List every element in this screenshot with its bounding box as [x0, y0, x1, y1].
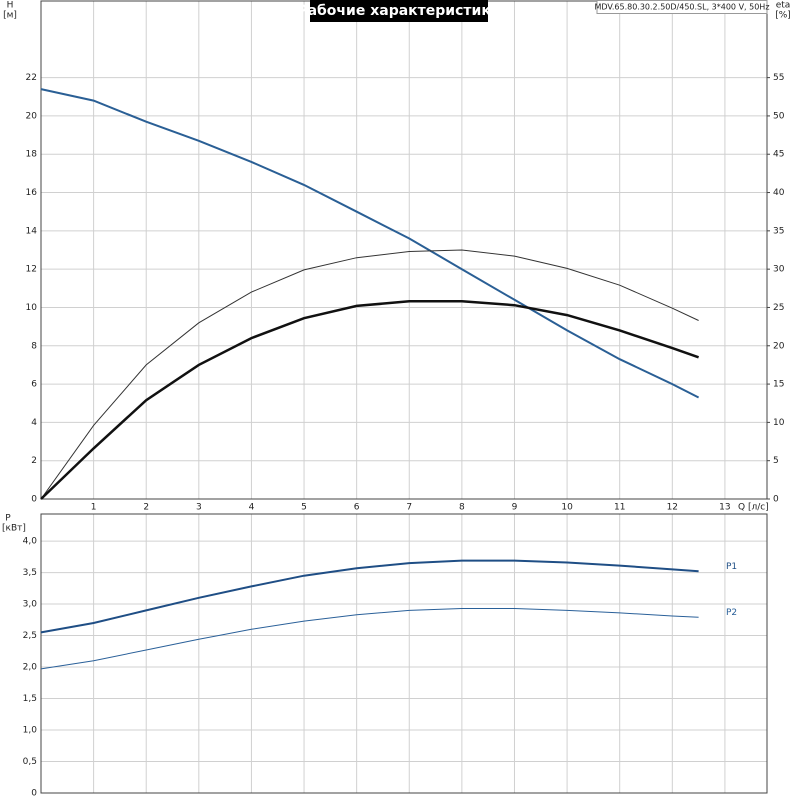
y2-tick-label: 25	[773, 303, 784, 313]
x-tick-label: 9	[512, 503, 518, 513]
y-tick-label: 8	[31, 341, 37, 351]
y-tick-label: 14	[26, 226, 38, 236]
y2-axis-unit: [%]	[775, 11, 791, 21]
y-axis-unit: [м]	[3, 11, 17, 21]
y-tick-label: 2	[31, 456, 37, 466]
y-tick-label: 1,5	[23, 694, 37, 704]
series-label: P2	[726, 608, 737, 618]
series-line	[40, 88, 700, 399]
y-tick-label: 4,0	[23, 537, 38, 547]
y-tick-label: 6	[31, 380, 37, 390]
x-tick-label: 8	[459, 503, 465, 513]
series-line	[40, 608, 699, 670]
y-tick-label: 3,5	[23, 568, 37, 578]
y2-tick-label: 30	[773, 265, 785, 275]
plot-frame	[40, 0, 768, 500]
y2-tick-label: 15	[773, 380, 784, 390]
y-tick-label: 4	[31, 418, 37, 428]
x-axis-label: Q [л/с]	[738, 503, 769, 513]
y-axis-label: H	[7, 1, 14, 11]
subtitle-box	[596, 0, 768, 14]
series-line	[40, 300, 700, 500]
y2-tick-label: 20	[773, 341, 785, 351]
y-tick-label: 12	[26, 265, 37, 275]
y2-tick-label: 10	[773, 418, 785, 428]
x-tick-label: 10	[561, 503, 573, 513]
y2-tick-label: 40	[773, 188, 785, 198]
y2-tick-label: 35	[773, 226, 784, 236]
y2-tick-label: 50	[773, 111, 785, 121]
x-tick-label: 5	[301, 503, 307, 513]
y-tick-label: 0	[31, 495, 37, 505]
y-tick-label: 20	[26, 111, 38, 121]
chart-subtitle: MDV.65.80.30.2.50D/450.SL, 3*400 V, 50Hz	[594, 3, 769, 12]
x-tick-label: 12	[667, 503, 678, 513]
y-tick-label: 1,0	[23, 726, 38, 736]
y-tick-label: 0	[31, 789, 37, 799]
y-axis-label: P	[5, 514, 11, 524]
y2-axis-label: eta	[776, 1, 791, 11]
x-tick-label: 1	[91, 503, 97, 513]
x-tick-label: 6	[354, 503, 360, 513]
y2-tick-label: 55	[773, 73, 784, 83]
x-tick-label: 3	[196, 503, 202, 513]
series-label: P1	[726, 562, 737, 572]
x-tick-label: 7	[406, 503, 412, 513]
y-tick-label: 10	[26, 303, 38, 313]
series-line	[40, 559, 699, 634]
y-tick-label: 18	[26, 150, 38, 160]
x-tick-label: 4	[249, 503, 255, 513]
y2-tick-label: 45	[773, 150, 784, 160]
title-box	[310, 0, 488, 22]
plot-frame	[40, 513, 768, 794]
y-tick-label: 0,5	[23, 757, 37, 767]
x-tick-label: 2	[143, 503, 149, 513]
y-tick-label: 3,0	[23, 600, 38, 610]
x-tick-label: 11	[614, 503, 625, 513]
y-tick-label: 2,5	[23, 631, 37, 641]
y-axis-unit: [кВт]	[2, 524, 26, 534]
y-tick-label: 22	[26, 73, 37, 83]
y2-tick-label: 0	[773, 495, 779, 505]
y-tick-label: 2,0	[23, 663, 38, 673]
x-tick-label: 13	[719, 503, 730, 513]
series-line	[40, 249, 699, 500]
y2-tick-label: 5	[773, 456, 779, 466]
chart-title: Рабочие характеристики	[297, 3, 500, 19]
y-tick-label: 16	[26, 188, 38, 198]
